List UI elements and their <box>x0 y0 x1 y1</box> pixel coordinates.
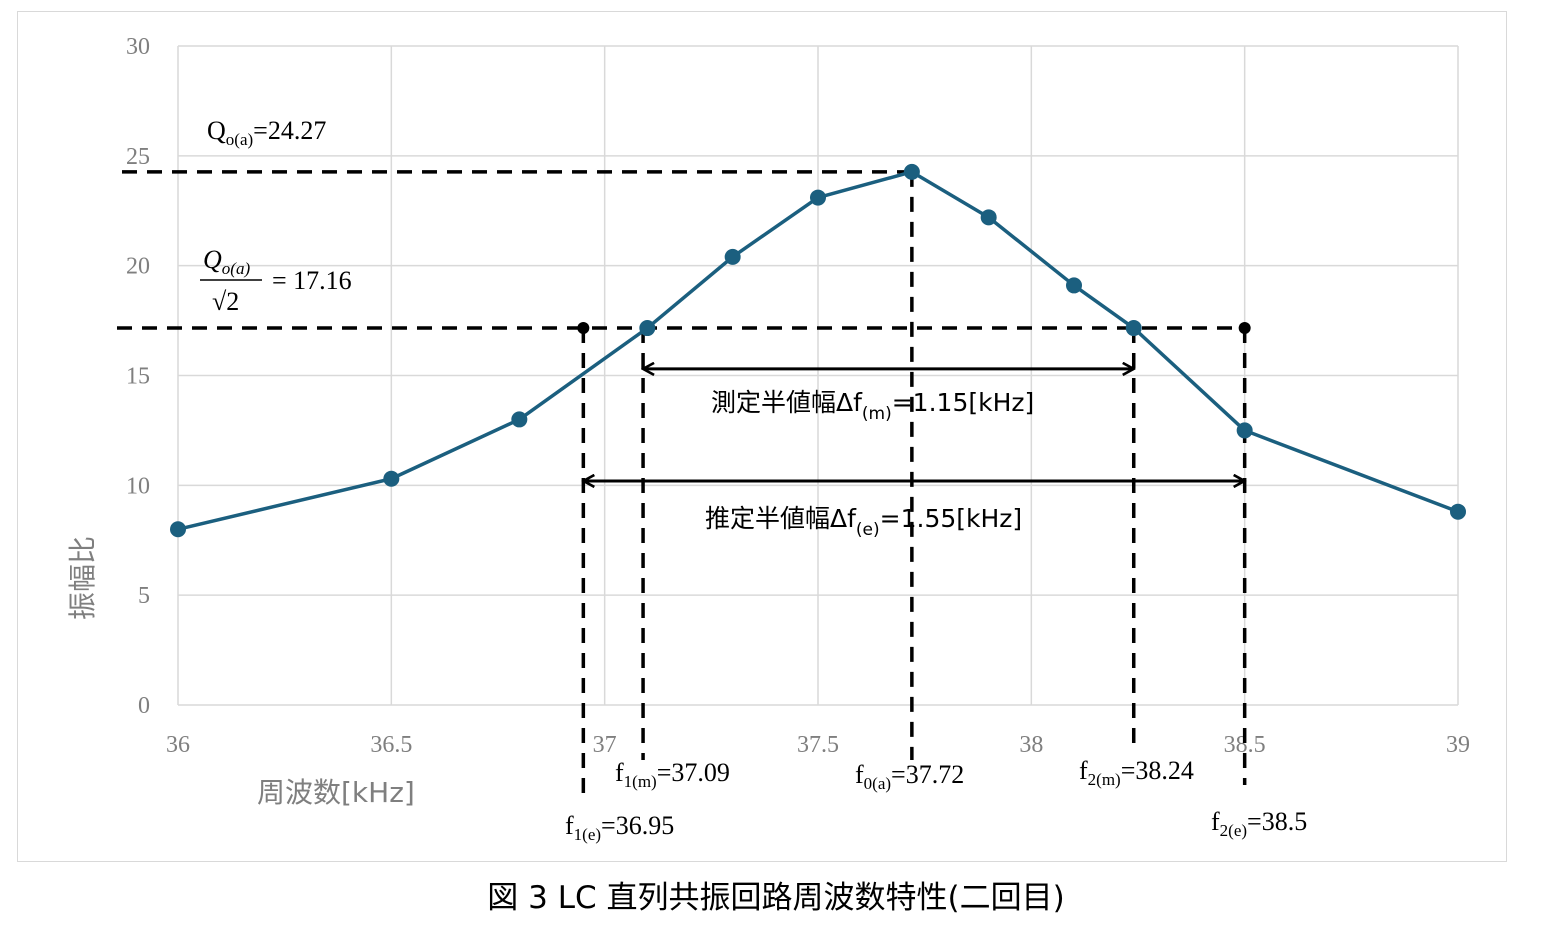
y-tick-label: 5 <box>138 583 150 609</box>
q-half-num-sub: o(a) <box>222 259 251 278</box>
y-tick-label: 30 <box>126 34 150 60</box>
y-tick-label: 25 <box>126 144 150 170</box>
estimated-point <box>577 322 590 335</box>
q-half-num: Q <box>203 245 222 274</box>
data-point <box>170 521 186 538</box>
chart-frame <box>17 11 1507 862</box>
x-tick-label: 36.5 <box>370 732 412 758</box>
f0a-label: f0(a)=37.72 <box>855 760 964 793</box>
series-layer <box>170 163 1466 538</box>
x-tick-label: 36 <box>166 732 190 758</box>
data-point <box>511 411 528 428</box>
data-point <box>903 163 920 180</box>
q-half-den: √2 <box>212 287 239 316</box>
y-tick-label: 15 <box>126 364 150 390</box>
data-point <box>1236 422 1253 439</box>
arrow-layer <box>583 369 1244 481</box>
measured-width-label: 測定半値幅Δf(m)=1.15[kHz] <box>711 388 1034 424</box>
series-line <box>177 170 1459 531</box>
data-point <box>980 209 997 226</box>
data-point <box>1450 503 1466 520</box>
f2m-label: f2(m)=38.24 <box>1079 756 1194 789</box>
f2e-label: f2(e)=38.5 <box>1211 807 1307 840</box>
f1e-label: f1(e)=36.95 <box>565 811 674 844</box>
data-point <box>724 248 741 265</box>
x-axis-title: 周波数[kHz] <box>257 776 415 809</box>
q-peak-label: Qo(a)=24.27 <box>207 116 326 149</box>
estimated-width-label: 推定半値幅Δf(e)=1.55[kHz] <box>705 504 1022 540</box>
svg-text:Qo(a): Qo(a) <box>203 245 250 278</box>
x-tick-label: 37 <box>593 732 617 758</box>
data-point <box>383 470 400 487</box>
f1m-label: f1(m)=37.09 <box>615 758 730 791</box>
x-tick-label: 37.5 <box>797 732 839 758</box>
data-point <box>1125 320 1142 337</box>
grid-layer <box>177 45 1459 706</box>
reference-lines <box>117 170 1247 800</box>
data-point <box>639 320 656 337</box>
q-half-label: Qo(a) √2 = 17.16 <box>200 245 352 316</box>
y-tick-label: 20 <box>126 254 150 280</box>
figure-caption: 図 3 LC 直列共振回路周波数特性(二回目) <box>487 880 1065 916</box>
y-tick-label: 10 <box>126 473 150 499</box>
x-tick-label: 39 <box>1446 732 1470 758</box>
y-axis-title: 振幅比 <box>66 536 99 620</box>
estimated-point <box>1238 322 1251 335</box>
q-half-value: = 17.16 <box>272 266 352 295</box>
x-tick-label: 38 <box>1019 732 1043 758</box>
data-point <box>810 189 826 206</box>
data-point <box>1066 277 1082 294</box>
y-tick-label: 0 <box>138 693 150 719</box>
